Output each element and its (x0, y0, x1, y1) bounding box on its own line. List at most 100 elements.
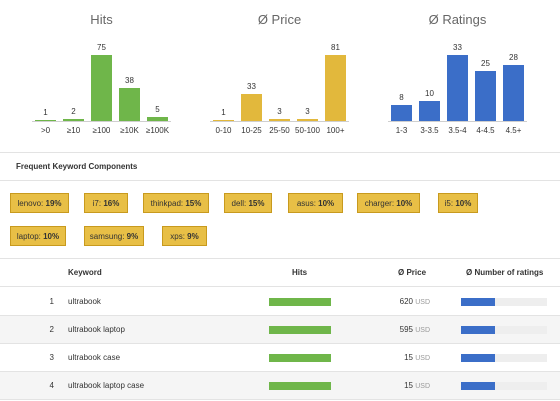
price-currency: USD (415, 383, 430, 390)
category-label: 4-4.5 (476, 126, 495, 135)
price-currency: USD (415, 355, 430, 362)
keyword-tag-word: asus: (296, 199, 319, 208)
keyword-tag[interactable]: i7: 16% (84, 193, 128, 213)
table-row[interactable]: 2 ultrabook laptop 595 USD (0, 316, 560, 344)
keyword-tag[interactable]: asus: 10% (288, 193, 343, 213)
bar-value-label: 2 (71, 107, 76, 117)
chart-bar[interactable] (63, 119, 84, 121)
price-value: 620 (399, 297, 416, 306)
keyword-tag-percent: 9% (187, 232, 199, 241)
keyword-tag[interactable]: i5: 10% (438, 193, 478, 213)
chart-bar[interactable] (297, 118, 318, 121)
row-number: 2 (49, 325, 54, 334)
divider (0, 258, 560, 259)
bar-value-label: 33 (247, 82, 256, 92)
category-label: 3.5-4 (448, 126, 467, 135)
bar-value-label: 5 (155, 104, 160, 114)
category-label: 25-50 (269, 126, 290, 135)
row-keyword[interactable]: ultrabook laptop (68, 325, 125, 334)
chart-bar[interactable] (269, 118, 290, 121)
keyword-tag-percent: 15% (185, 199, 202, 208)
chart-bar[interactable] (147, 116, 168, 121)
keyword-tag-word: i7: (92, 199, 104, 208)
category-label: 100+ (326, 126, 345, 135)
table-row[interactable]: 4 ultrabook laptop case 15 USD (0, 372, 560, 400)
chart-baseline (32, 121, 171, 122)
keyword-tag-percent: 10% (396, 199, 413, 208)
divider (0, 180, 560, 181)
bar-value-label: 25 (481, 59, 490, 68)
keyword-tag[interactable]: xps: 9% (162, 226, 207, 246)
keyword-tag-percent: 9% (126, 232, 139, 241)
ratings-bar (461, 382, 496, 390)
category-label: ≥10 (66, 126, 81, 135)
chart-bar[interactable] (447, 55, 468, 121)
row-price: 15 USD (380, 381, 430, 390)
category-label: 1-3 (395, 126, 408, 135)
row-price: 15 USD (380, 353, 430, 362)
chart-title: Ø Price (257, 12, 302, 27)
row-keyword[interactable]: ultrabook (68, 297, 101, 306)
row-keyword[interactable]: ultrabook case (68, 353, 121, 362)
keyword-tag-percent: 10% (455, 199, 472, 208)
keyword-tag[interactable]: lenovo: 19% (10, 193, 69, 213)
price-currency: USD (415, 327, 430, 334)
row-price: 595 USD (380, 325, 430, 334)
price-value: 15 (404, 381, 416, 390)
hits-bar (269, 298, 331, 306)
chart-baseline (388, 121, 527, 122)
row-divider (0, 315, 560, 316)
ratings-bar-track (461, 298, 547, 306)
chart-bar[interactable] (241, 94, 262, 121)
col-header-ratings[interactable]: Ø Number of ratings (466, 268, 544, 277)
row-price: 620 USD (380, 297, 430, 306)
chart-title: Ø Ratings (428, 12, 487, 27)
chart-bar[interactable] (91, 55, 112, 121)
keyword-tag[interactable]: samsung: 9% (84, 226, 144, 246)
keyword-tag-percent: 16% (103, 199, 120, 208)
row-number: 1 (49, 297, 54, 306)
bar-value-label: 28 (509, 53, 518, 62)
ratings-bar (461, 298, 496, 306)
keyword-tag[interactable]: thinkpad: 15% (143, 193, 209, 213)
col-header-keyword[interactable]: Keyword (68, 268, 102, 277)
col-header-price[interactable]: Ø Price (398, 268, 427, 277)
ratings-bar (461, 326, 496, 334)
keyword-tag-word: laptop: (16, 232, 44, 241)
chart-bar[interactable] (325, 55, 346, 121)
keyword-tag[interactable]: laptop: 10% (10, 226, 66, 246)
ratings-bar (461, 354, 496, 362)
keyword-tag-percent: 10% (318, 199, 335, 208)
chart-bar[interactable] (419, 101, 440, 121)
keyword-tag-percent: 15% (248, 199, 265, 208)
row-number: 4 (49, 381, 54, 390)
chart-bar[interactable] (119, 87, 140, 121)
keyword-tag[interactable]: charger: 10% (357, 193, 420, 213)
category-label: 4.5+ (505, 126, 522, 135)
category-label: 3-3.5 (420, 126, 439, 135)
keyword-components-title: Frequent Keyword Components (16, 162, 138, 171)
keyword-tag-word: samsung: (89, 232, 127, 241)
bar-value-label: 8 (399, 93, 404, 102)
category-label: 50-100 (295, 126, 320, 135)
chart-bar[interactable] (503, 65, 524, 121)
table-row[interactable]: 1 ultrabook 620 USD (0, 288, 560, 316)
chart-bar[interactable] (391, 105, 412, 121)
category-label: ≥100 (92, 126, 111, 135)
row-divider (0, 399, 560, 400)
col-header-hits[interactable]: Hits (292, 268, 308, 277)
chart-bar[interactable] (213, 120, 234, 121)
bar-value-label: 38 (125, 75, 134, 85)
ratings-bar-track (461, 326, 547, 334)
chart-bar[interactable] (475, 71, 496, 121)
row-keyword[interactable]: ultrabook laptop case (68, 381, 145, 390)
price-value: 15 (404, 353, 416, 362)
chart-bar[interactable] (35, 120, 56, 121)
row-divider (0, 371, 560, 372)
bar-value-label: 3 (305, 106, 310, 116)
row-number: 3 (49, 353, 54, 362)
bar-value-label: 81 (331, 43, 340, 52)
keyword-tag[interactable]: dell: 15% (224, 193, 272, 213)
table-row[interactable]: 3 ultrabook case 15 USD (0, 344, 560, 372)
chart-baseline (210, 121, 349, 122)
